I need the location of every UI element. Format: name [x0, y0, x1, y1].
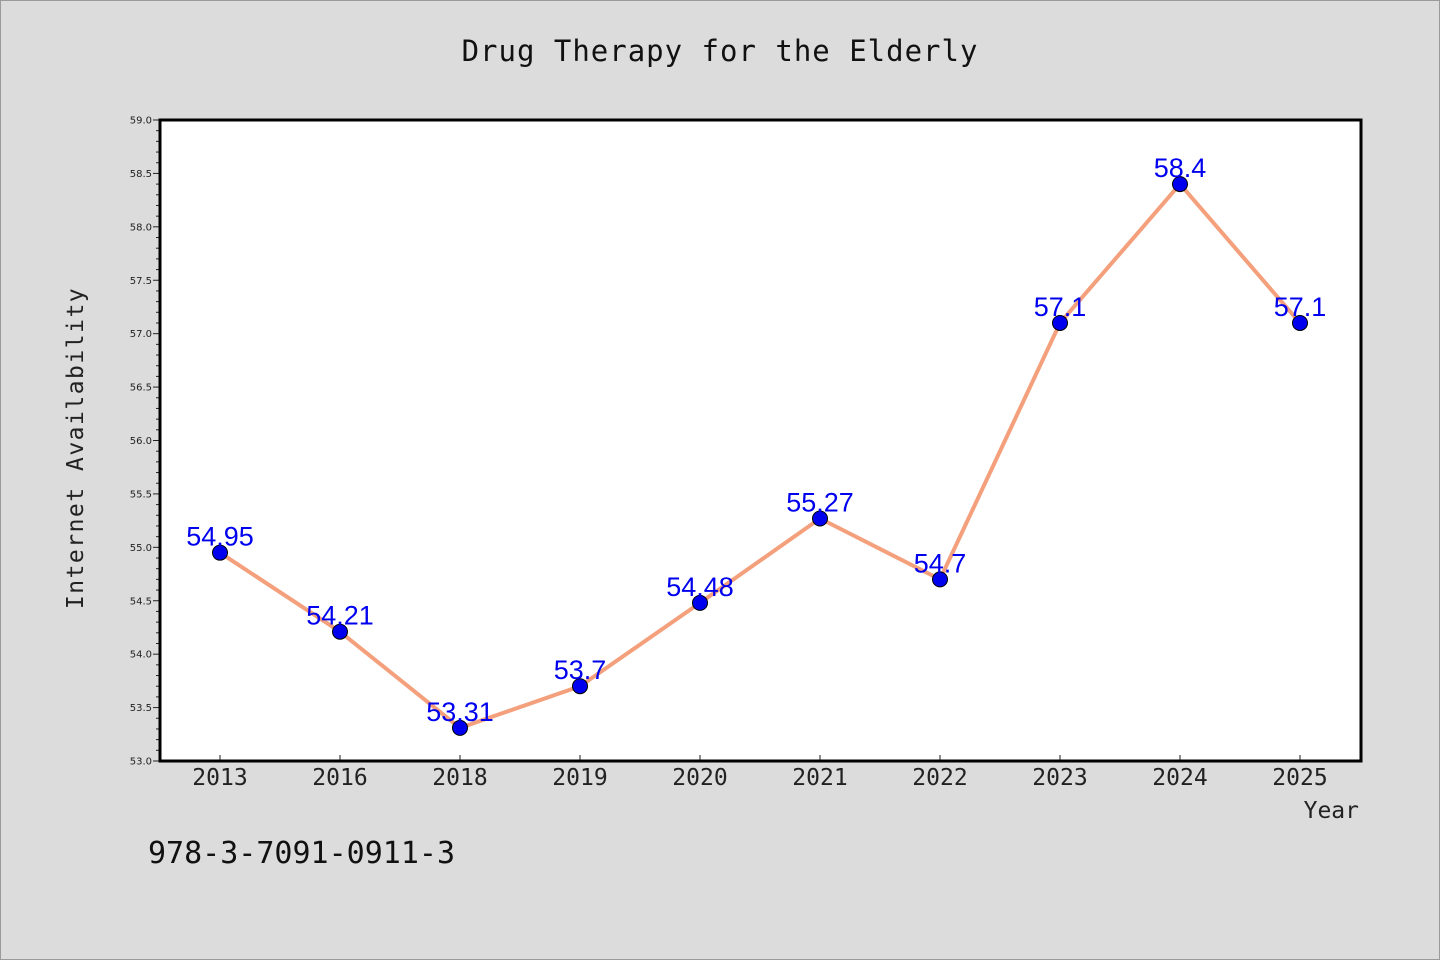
- data-label: 54.95: [186, 522, 254, 552]
- x-tick-label: 2016: [312, 765, 367, 791]
- data-point: [692, 594, 708, 611]
- data-label: 54.7: [914, 548, 967, 578]
- y-tick-label: 57.0: [130, 329, 152, 340]
- y-tick-label: 58.5: [130, 169, 152, 180]
- x-tick-label: 2023: [1032, 765, 1087, 791]
- y-tick-label: 59.0: [130, 116, 152, 127]
- y-tick-label: 55.0: [130, 543, 152, 554]
- x-tick-label: 2022: [912, 765, 967, 791]
- x-tick-label: 2018: [432, 765, 487, 791]
- data-label: 57.1: [1274, 292, 1327, 322]
- y-tick-label: 53.0: [130, 757, 152, 768]
- data-label: 55.27: [786, 487, 854, 517]
- x-tick-label: 2021: [792, 765, 847, 791]
- data-point: [332, 623, 348, 640]
- isbn-footnote: 978-3-7091-0911-3: [148, 836, 456, 871]
- data-point: [572, 678, 588, 695]
- y-tick-label: 54.5: [130, 596, 152, 607]
- y-tick-label: 56.5: [130, 383, 152, 394]
- data-label: 53.31: [426, 697, 494, 727]
- plot-area: [160, 120, 1361, 761]
- x-tick-label: 2019: [552, 765, 607, 791]
- x-axis-label: Year: [1303, 798, 1359, 824]
- chart-title: Drug Therapy for the Elderly: [461, 34, 979, 68]
- y-tick-label: 58.0: [130, 222, 152, 233]
- data-label: 54.21: [306, 601, 374, 631]
- data-point: [932, 571, 948, 588]
- series-line: [218, 182, 1302, 730]
- x-tick-label: 2020: [672, 765, 727, 791]
- y-tick-label: 56.0: [130, 436, 152, 447]
- data-point: [1292, 314, 1308, 331]
- data-point: [812, 510, 828, 527]
- x-tick-label: 2025: [1272, 765, 1327, 791]
- data-label: 58.4: [1154, 153, 1207, 183]
- data-point: [1052, 314, 1068, 331]
- data-label: 53.7: [554, 655, 607, 685]
- data-point: [212, 544, 228, 561]
- y-tick-label: 55.5: [130, 489, 152, 500]
- data-label: 54.48: [666, 572, 734, 602]
- plot-border: [158, 118, 1363, 763]
- y-tick-label: 57.5: [130, 276, 152, 287]
- data-label: 57.1: [1034, 292, 1087, 322]
- x-tick-label: 2024: [1152, 765, 1207, 791]
- y-tick-label: 54.0: [130, 650, 152, 661]
- y-tick-label: 53.5: [130, 703, 152, 714]
- data-point: [1172, 176, 1188, 193]
- x-tick-label: 2013: [192, 765, 247, 791]
- data-point: [452, 719, 468, 736]
